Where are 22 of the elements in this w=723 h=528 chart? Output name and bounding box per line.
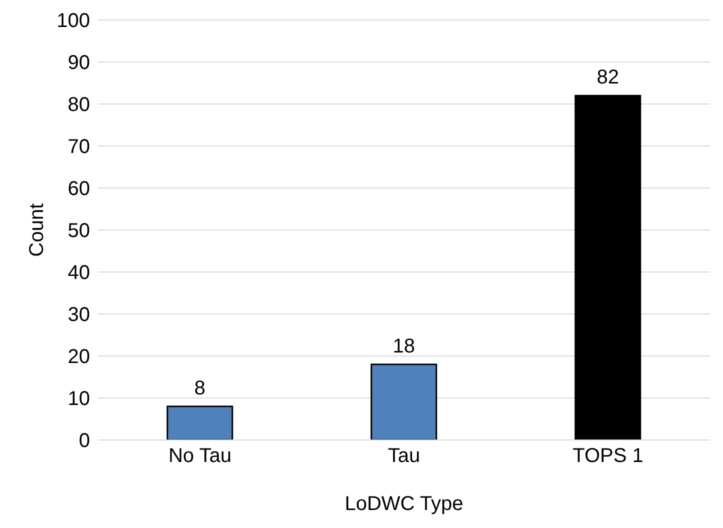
- x-tick-label: TOPS 1: [572, 445, 644, 468]
- y-tick-label: 10: [68, 388, 90, 410]
- data-label: 18: [392, 335, 415, 358]
- data-label: 8: [194, 377, 206, 400]
- x-tick-label: No Tau: [168, 445, 232, 468]
- y-tick-label: 70: [68, 136, 90, 158]
- bar: [166, 406, 234, 440]
- bar: [370, 364, 438, 440]
- y-tick-label: 40: [68, 262, 90, 284]
- y-tick-label: 20: [68, 346, 90, 368]
- x-tick-label: Tau: [388, 445, 420, 468]
- y-tick-label: 100: [56, 10, 90, 32]
- y-tick-label: 30: [68, 304, 90, 326]
- x-axis-title: LoDWC Type: [344, 493, 464, 515]
- y-tick-label: 50: [68, 220, 90, 242]
- data-label: 82: [596, 66, 619, 89]
- y-axis-title: Count: [26, 202, 48, 257]
- bar: [574, 94, 642, 440]
- y-tick-label: 80: [68, 94, 90, 116]
- y-tick-label: 60: [68, 178, 90, 200]
- y-tick-label: 0: [78, 430, 90, 452]
- y-tick-label: 90: [68, 52, 90, 74]
